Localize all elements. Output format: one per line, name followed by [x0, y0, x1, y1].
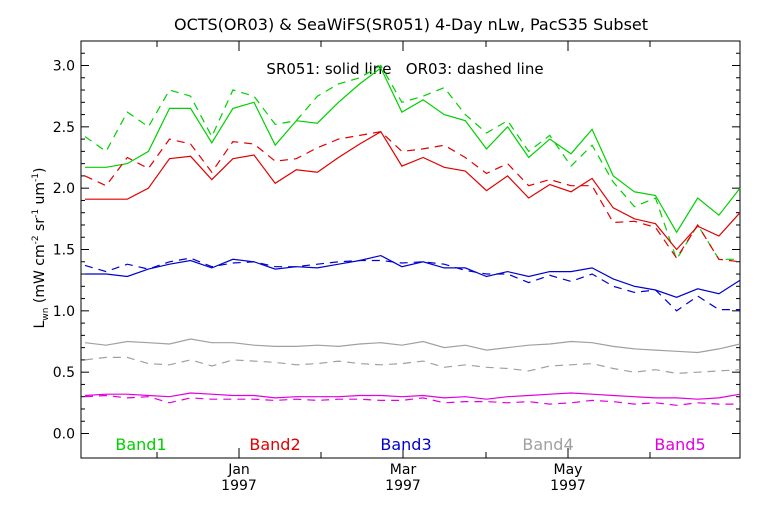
band5-or03-dashed-line: [84, 394, 740, 406]
legend-band2: Band2: [249, 435, 300, 454]
legend-band1: Band1: [115, 435, 166, 454]
legend-band4: Band4: [522, 435, 573, 454]
x-tick-sublabel: 1997: [221, 478, 257, 494]
chart-title: OCTS(OR03) & SeaWiFS(SR051) 4-Day nLw, P…: [174, 15, 648, 34]
x-tick-label: Mar: [390, 462, 417, 478]
x-tick-sublabel: 1997: [550, 478, 586, 494]
band1-sr051-solid-line: [85, 67, 741, 234]
line-style-annotation: SR051: solid line OR03: dashed line: [266, 60, 543, 78]
band-legend: Band1 Band2 Band3 Band4 Band5: [115, 435, 705, 454]
series-lines: [84, 64, 741, 406]
band4-sr051-solid-line: [84, 338, 741, 354]
legend-band5: Band5: [654, 435, 705, 454]
y-axis-label: Lwn (mW cm-2 sr-1 um-1): [31, 168, 51, 329]
band4-or03-dashed-line: [84, 356, 741, 375]
band3-or03-dashed-line: [84, 257, 740, 312]
y-tick-label: 2.5: [53, 120, 75, 136]
band2-sr051-solid-line: [85, 130, 741, 251]
band2-or03-dashed-line: [84, 131, 741, 263]
band3-sr051-solid-line: [85, 254, 741, 298]
x-tick-label: Jan: [227, 462, 250, 478]
y-tick-label: 2.0: [53, 181, 75, 197]
y-tick-label: 0.0: [53, 427, 75, 443]
x-tick-label: May: [554, 462, 583, 478]
y-tick-label: 1.0: [53, 304, 75, 320]
x-tick-sublabel: 1997: [385, 478, 421, 494]
legend-band3: Band3: [380, 435, 431, 454]
band5-sr051-solid-line: [84, 392, 741, 400]
y-tick-label: 0.5: [53, 365, 75, 381]
y-tick-label: 3.0: [53, 59, 75, 75]
band1-or03-dashed-line: [84, 64, 740, 261]
y-axis: 0.0 0.5 1.0 1.5 2.0 2.5 3.0: [53, 52, 740, 443]
y-tick-label: 1.5: [53, 243, 75, 259]
